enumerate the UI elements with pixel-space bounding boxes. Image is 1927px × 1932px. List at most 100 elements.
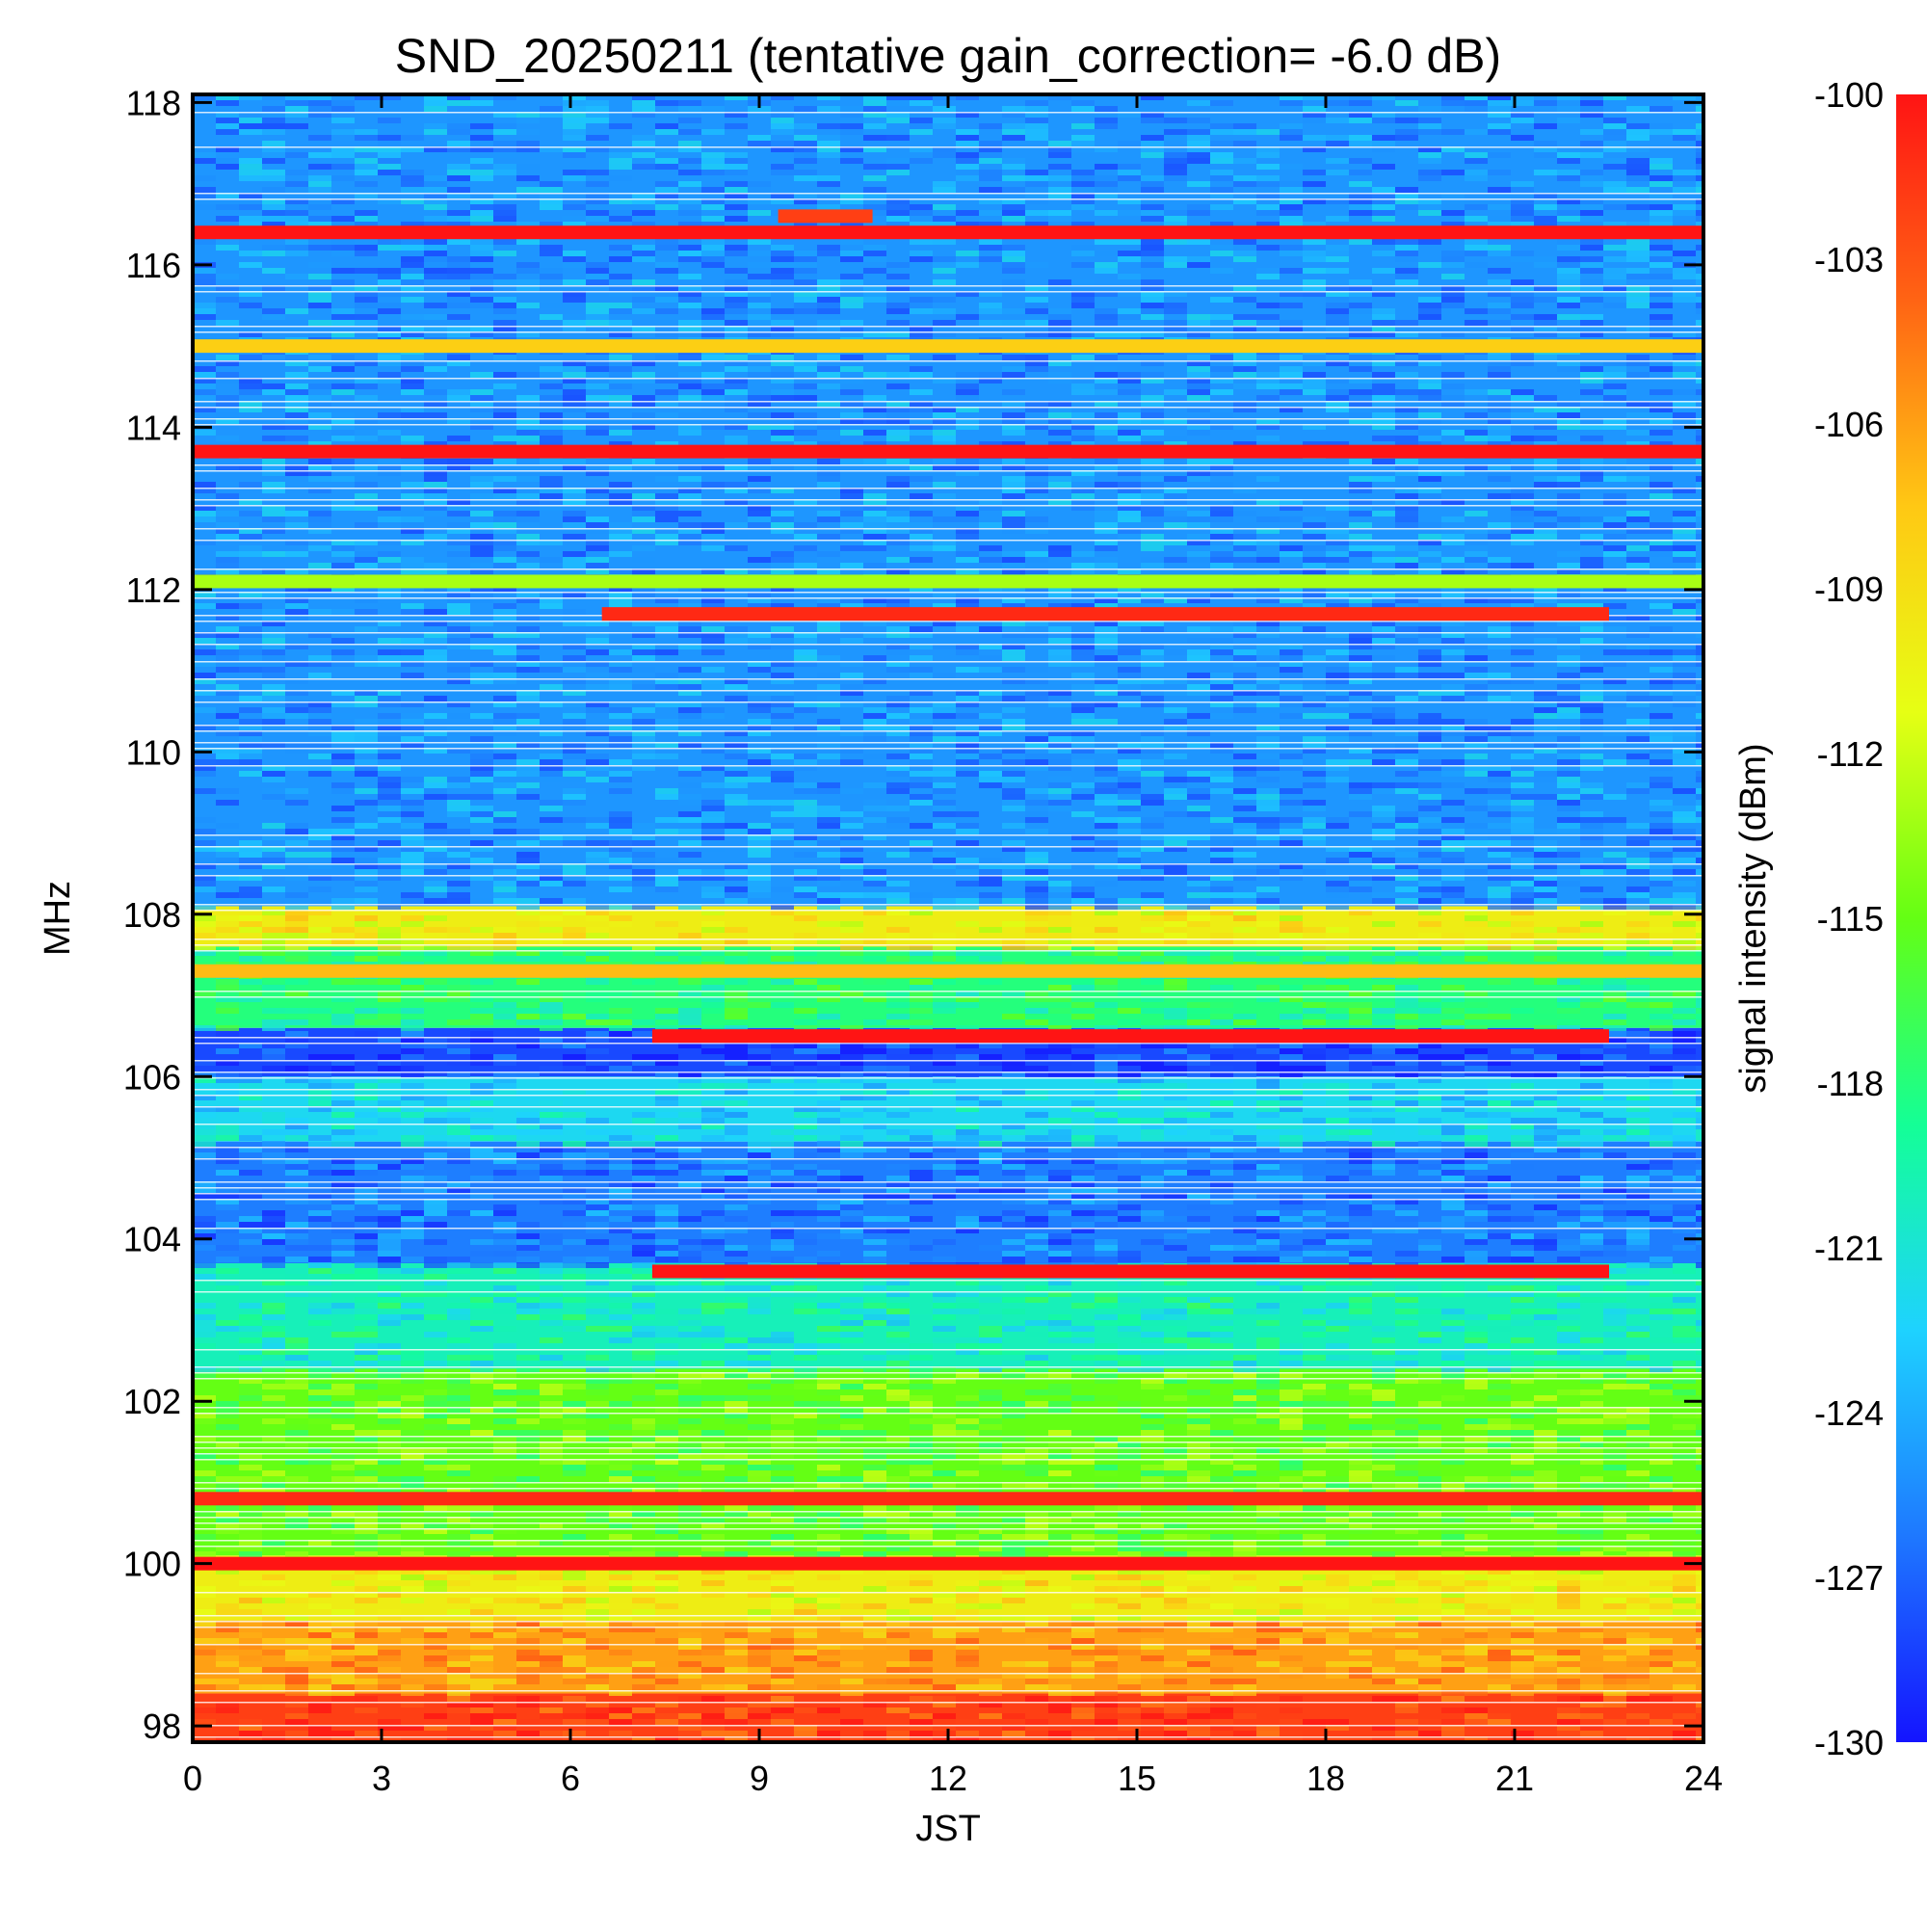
texture-cell bbox=[1488, 534, 1511, 540]
texture-cell bbox=[563, 927, 586, 933]
texture-cell bbox=[1626, 846, 1650, 852]
texture-cell bbox=[1071, 436, 1095, 441]
texture-cell bbox=[1141, 834, 1164, 840]
texture-cell bbox=[1187, 516, 1210, 522]
texture-cell bbox=[1534, 690, 1557, 696]
texture-cell bbox=[1603, 274, 1626, 279]
texture-cell bbox=[1233, 314, 1256, 320]
texture-cell bbox=[910, 511, 933, 516]
texture-cell bbox=[563, 817, 586, 823]
texture-cell bbox=[193, 904, 216, 910]
texture-cell bbox=[632, 360, 655, 366]
texture-cell bbox=[239, 123, 262, 129]
texture-cell bbox=[586, 412, 609, 418]
texture-cell bbox=[285, 921, 308, 927]
texture-cell bbox=[331, 846, 355, 852]
texture-cell bbox=[840, 875, 863, 881]
texture-cell bbox=[1626, 372, 1650, 378]
texture-cell bbox=[863, 193, 886, 198]
texture-cell bbox=[1164, 129, 1187, 135]
texture-cell bbox=[331, 389, 355, 395]
texture-cell bbox=[1673, 170, 1696, 175]
texture-cell bbox=[1626, 921, 1650, 927]
texture-cell bbox=[1696, 771, 1703, 777]
texture-cell bbox=[401, 609, 424, 615]
texture-cell bbox=[1303, 806, 1326, 811]
texture-cell bbox=[632, 528, 655, 534]
texture-cell bbox=[817, 719, 840, 725]
texture-cell bbox=[1326, 389, 1349, 395]
texture-cell bbox=[586, 210, 609, 216]
texture-cell bbox=[1187, 210, 1210, 216]
texture-cell bbox=[378, 863, 401, 869]
texture-cell bbox=[748, 412, 771, 418]
texture-cell bbox=[355, 846, 378, 852]
texture-cell bbox=[424, 609, 447, 615]
texture-cell bbox=[1441, 285, 1465, 291]
texture-cell bbox=[378, 274, 401, 279]
texture-cell bbox=[886, 933, 910, 939]
texture-cell bbox=[1650, 910, 1673, 915]
texture-cell bbox=[308, 730, 331, 736]
texture-cell bbox=[1696, 632, 1703, 638]
texture-cell bbox=[216, 401, 239, 407]
texture-cell bbox=[1210, 297, 1233, 303]
texture-cell bbox=[956, 823, 979, 829]
texture-cell bbox=[447, 303, 470, 308]
texture-cell bbox=[586, 632, 609, 638]
texture-cell bbox=[817, 384, 840, 389]
texture-cell bbox=[1349, 632, 1372, 638]
texture-cell bbox=[401, 806, 424, 811]
texture-cell bbox=[401, 638, 424, 644]
texture-cell bbox=[216, 320, 239, 326]
texture-cell bbox=[447, 811, 470, 817]
texture-cell bbox=[609, 464, 632, 470]
texture-cell bbox=[239, 667, 262, 673]
texture-cell bbox=[1441, 771, 1465, 777]
texture-cell bbox=[1233, 626, 1256, 632]
texture-cell bbox=[956, 464, 979, 470]
texture-cell bbox=[1303, 684, 1326, 690]
texture-cell bbox=[1673, 858, 1696, 863]
texture-cell bbox=[285, 407, 308, 412]
texture-cell bbox=[239, 719, 262, 725]
texture-cell bbox=[1118, 112, 1141, 118]
texture-cell bbox=[1118, 239, 1141, 245]
texture-cell bbox=[1187, 459, 1210, 464]
texture-cell bbox=[1395, 696, 1418, 701]
texture-cell bbox=[216, 100, 239, 106]
texture-cell bbox=[1349, 910, 1372, 915]
texture-cell bbox=[1326, 378, 1349, 384]
texture-cell bbox=[563, 516, 586, 522]
texture-cell bbox=[563, 407, 586, 412]
texture-cell bbox=[910, 782, 933, 788]
texture-cell bbox=[1418, 430, 1441, 436]
texture-cell bbox=[655, 401, 678, 407]
texture-cell bbox=[910, 297, 933, 303]
texture-cell bbox=[678, 488, 701, 493]
texture-cell bbox=[1280, 412, 1303, 418]
texture-cell bbox=[725, 771, 748, 777]
texture-cell bbox=[516, 285, 540, 291]
texture-cell bbox=[285, 823, 308, 829]
texture-cell bbox=[1511, 933, 1534, 939]
texture-cell bbox=[863, 881, 886, 887]
texture-cell bbox=[331, 476, 355, 482]
texture-cell bbox=[516, 540, 540, 545]
texture-cell bbox=[1280, 626, 1303, 632]
texture-cell bbox=[863, 869, 886, 875]
texture-cell bbox=[1511, 661, 1534, 667]
texture-cell bbox=[424, 303, 447, 308]
texture-cell bbox=[655, 881, 678, 887]
texture-cell bbox=[771, 725, 794, 730]
texture-cell bbox=[1303, 320, 1326, 326]
texture-cell bbox=[378, 146, 401, 152]
texture-cell bbox=[516, 939, 540, 944]
texture-cell bbox=[378, 326, 401, 331]
texture-cell bbox=[262, 308, 285, 314]
texture-cell bbox=[1303, 384, 1326, 389]
texture-cell bbox=[886, 407, 910, 412]
texture-cell bbox=[1025, 817, 1048, 823]
texture-cell bbox=[1071, 759, 1095, 765]
texture-cell bbox=[1002, 719, 1025, 725]
